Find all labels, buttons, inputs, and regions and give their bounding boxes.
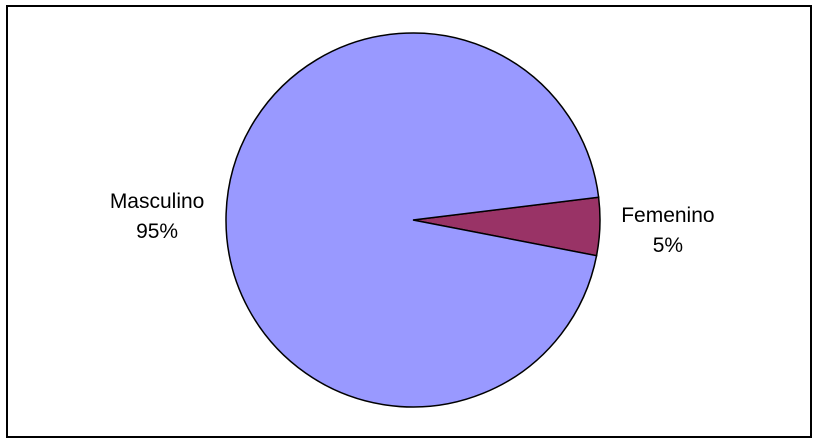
pie-labels: Femenino 5% Masculino 95%: [110, 190, 715, 257]
pie-label-femenino: Femenino: [621, 204, 714, 227]
pie-value-label-femenino: 5%: [653, 234, 683, 257]
pie-slices: [225, 32, 601, 408]
pie-label-masculino: Masculino: [110, 190, 205, 213]
pie-value-label-masculino: 95%: [136, 220, 178, 243]
pie-slice-masculino: [225, 32, 600, 408]
